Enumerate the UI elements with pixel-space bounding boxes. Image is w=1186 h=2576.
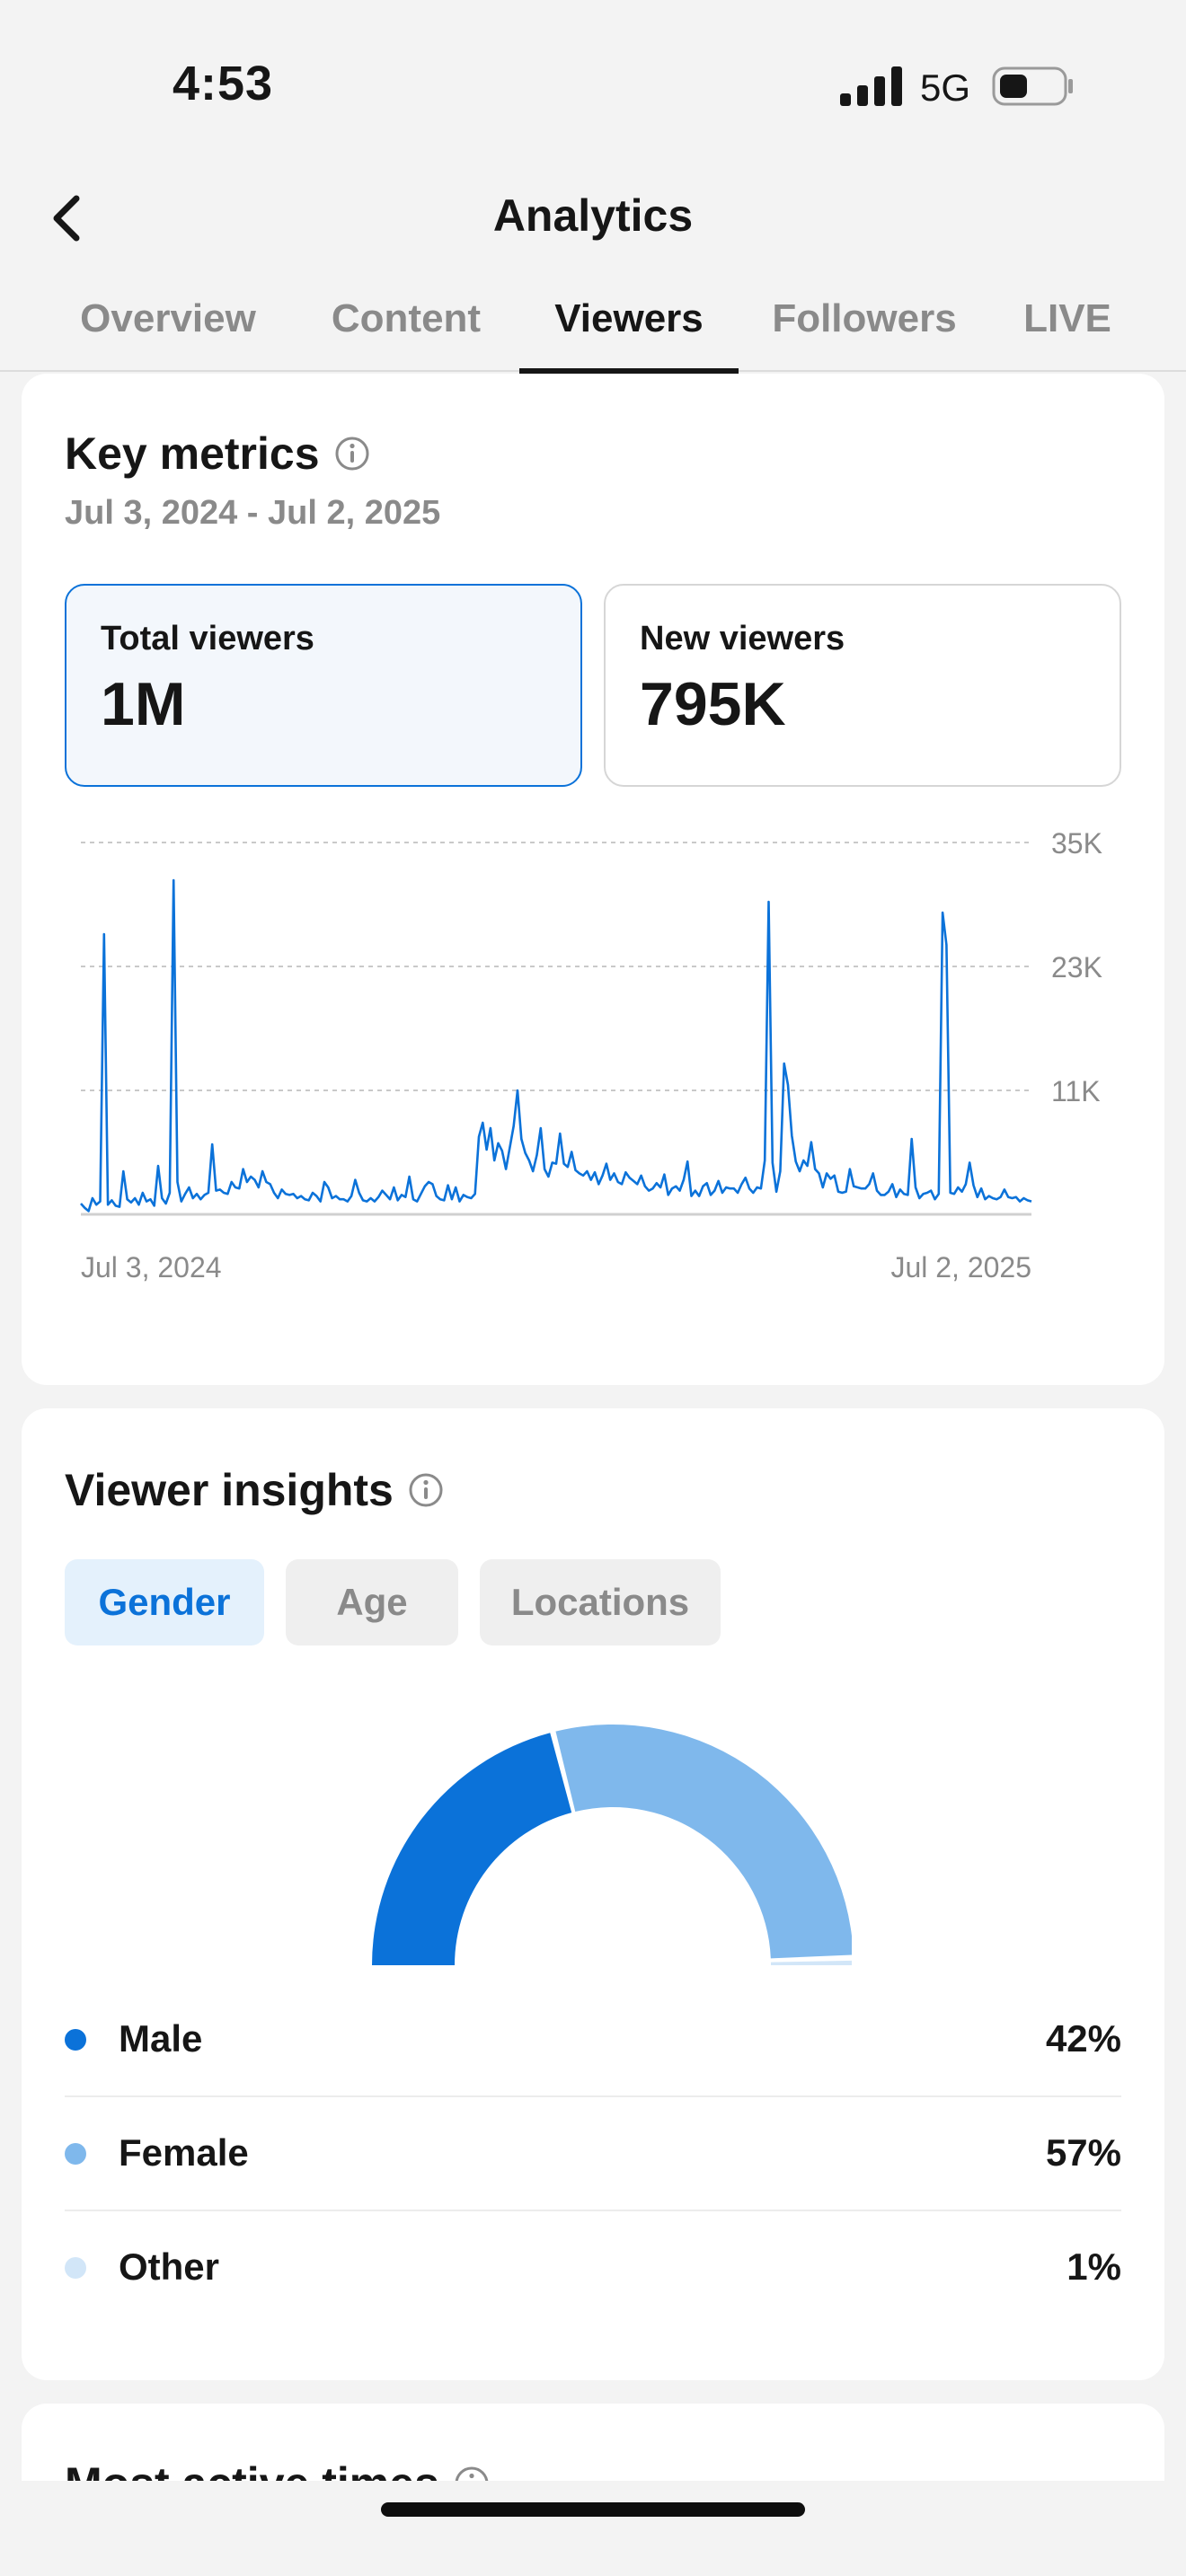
tab-overview[interactable]: Overview [80, 296, 256, 340]
info-icon[interactable] [408, 1472, 444, 1508]
home-indicator-area [0, 2481, 1186, 2576]
home-indicator[interactable] [381, 2502, 805, 2517]
network-type: 5G [920, 66, 971, 109]
legend-row-male: Male 42% [65, 1983, 1121, 2097]
total-viewers-metric[interactable]: Total viewers 1M [65, 584, 582, 787]
key-metrics-title: Key metrics [65, 428, 320, 479]
donut-slice-other [770, 1960, 852, 1965]
new-viewers-value: 795K [640, 670, 786, 738]
tab-followers[interactable]: Followers [772, 296, 957, 340]
status-time: 4:53 [173, 57, 274, 110]
filter-locations[interactable]: Locations [480, 1559, 721, 1645]
viewer-insights-title: Viewer insights [65, 1465, 394, 1515]
back-button[interactable] [36, 178, 99, 259]
legend-label-other: Other [119, 2245, 220, 2288]
gender-semi-donut-chart [372, 1725, 852, 1965]
key-metrics-card: Key metrics Jul 3, 2024 - Jul 2, 2025 To… [22, 374, 1164, 1385]
x-label-end: Jul 2, 2025 [890, 1251, 1031, 1284]
gender-legend: Male 42% Female 57% Other 1% [65, 1983, 1121, 2325]
analytics-tabs: Overview Content Viewers Followers LIVE [0, 269, 1186, 374]
legend-label-female: Female [119, 2131, 249, 2174]
legend-dot-other [65, 2257, 86, 2279]
tab-live[interactable]: LIVE [1023, 296, 1111, 340]
x-label-start: Jul 3, 2024 [81, 1251, 222, 1284]
y-tick-label: 23K [1051, 951, 1102, 984]
legend-row-other: Other 1% [65, 2211, 1121, 2325]
date-range: Jul 3, 2024 - Jul 2, 2025 [65, 494, 441, 532]
page-title: Analytics [492, 190, 694, 241]
donut-slice-male [372, 1733, 572, 1965]
legend-value-other: 1% [1067, 2245, 1121, 2288]
filter-gender[interactable]: Gender [65, 1559, 264, 1645]
active-tab-indicator [519, 368, 739, 374]
viewer-insights-card: Viewer insights Gender Age Locations Mal… [22, 1408, 1164, 2380]
legend-value-female: 57% [1045, 2131, 1121, 2174]
y-tick-label: 35K [1051, 827, 1102, 860]
cellular-signal-icon [840, 66, 902, 106]
legend-dot-male [65, 2029, 86, 2051]
legend-label-male: Male [119, 2017, 203, 2060]
navigation-bar: Analytics [0, 171, 1186, 269]
total-viewers-value: 1M [101, 670, 186, 738]
status-bar: 4:53 5G [0, 0, 1186, 171]
y-tick-label: 11K [1051, 1075, 1101, 1107]
viewer-insights-heading: Viewer insights [65, 1464, 444, 1516]
tab-viewers[interactable]: Viewers [519, 269, 739, 374]
legend-dot-female [65, 2143, 86, 2165]
legend-row-female: Female 57% [65, 2097, 1121, 2211]
info-icon[interactable] [334, 436, 370, 472]
new-viewers-label: New viewers [640, 620, 845, 657]
total-viewers-label: Total viewers [101, 620, 314, 657]
tab-content[interactable]: Content [331, 296, 482, 340]
filter-age[interactable]: Age [286, 1559, 458, 1645]
series-line-total-viewers [80, 878, 1032, 1213]
key-metrics-heading: Key metrics [65, 428, 370, 480]
chevron-left-icon [53, 195, 80, 242]
legend-value-male: 42% [1045, 2017, 1121, 2060]
donut-slice-female [555, 1725, 852, 1959]
battery-icon [992, 66, 1073, 106]
viewers-line-chart[interactable]: 11K 23K 35K Jul 3, 2024 Jul 2, 2025 [22, 805, 1164, 1326]
new-viewers-metric[interactable]: New viewers 795K [604, 584, 1121, 787]
tab-viewers-label: Viewers [554, 296, 704, 340]
